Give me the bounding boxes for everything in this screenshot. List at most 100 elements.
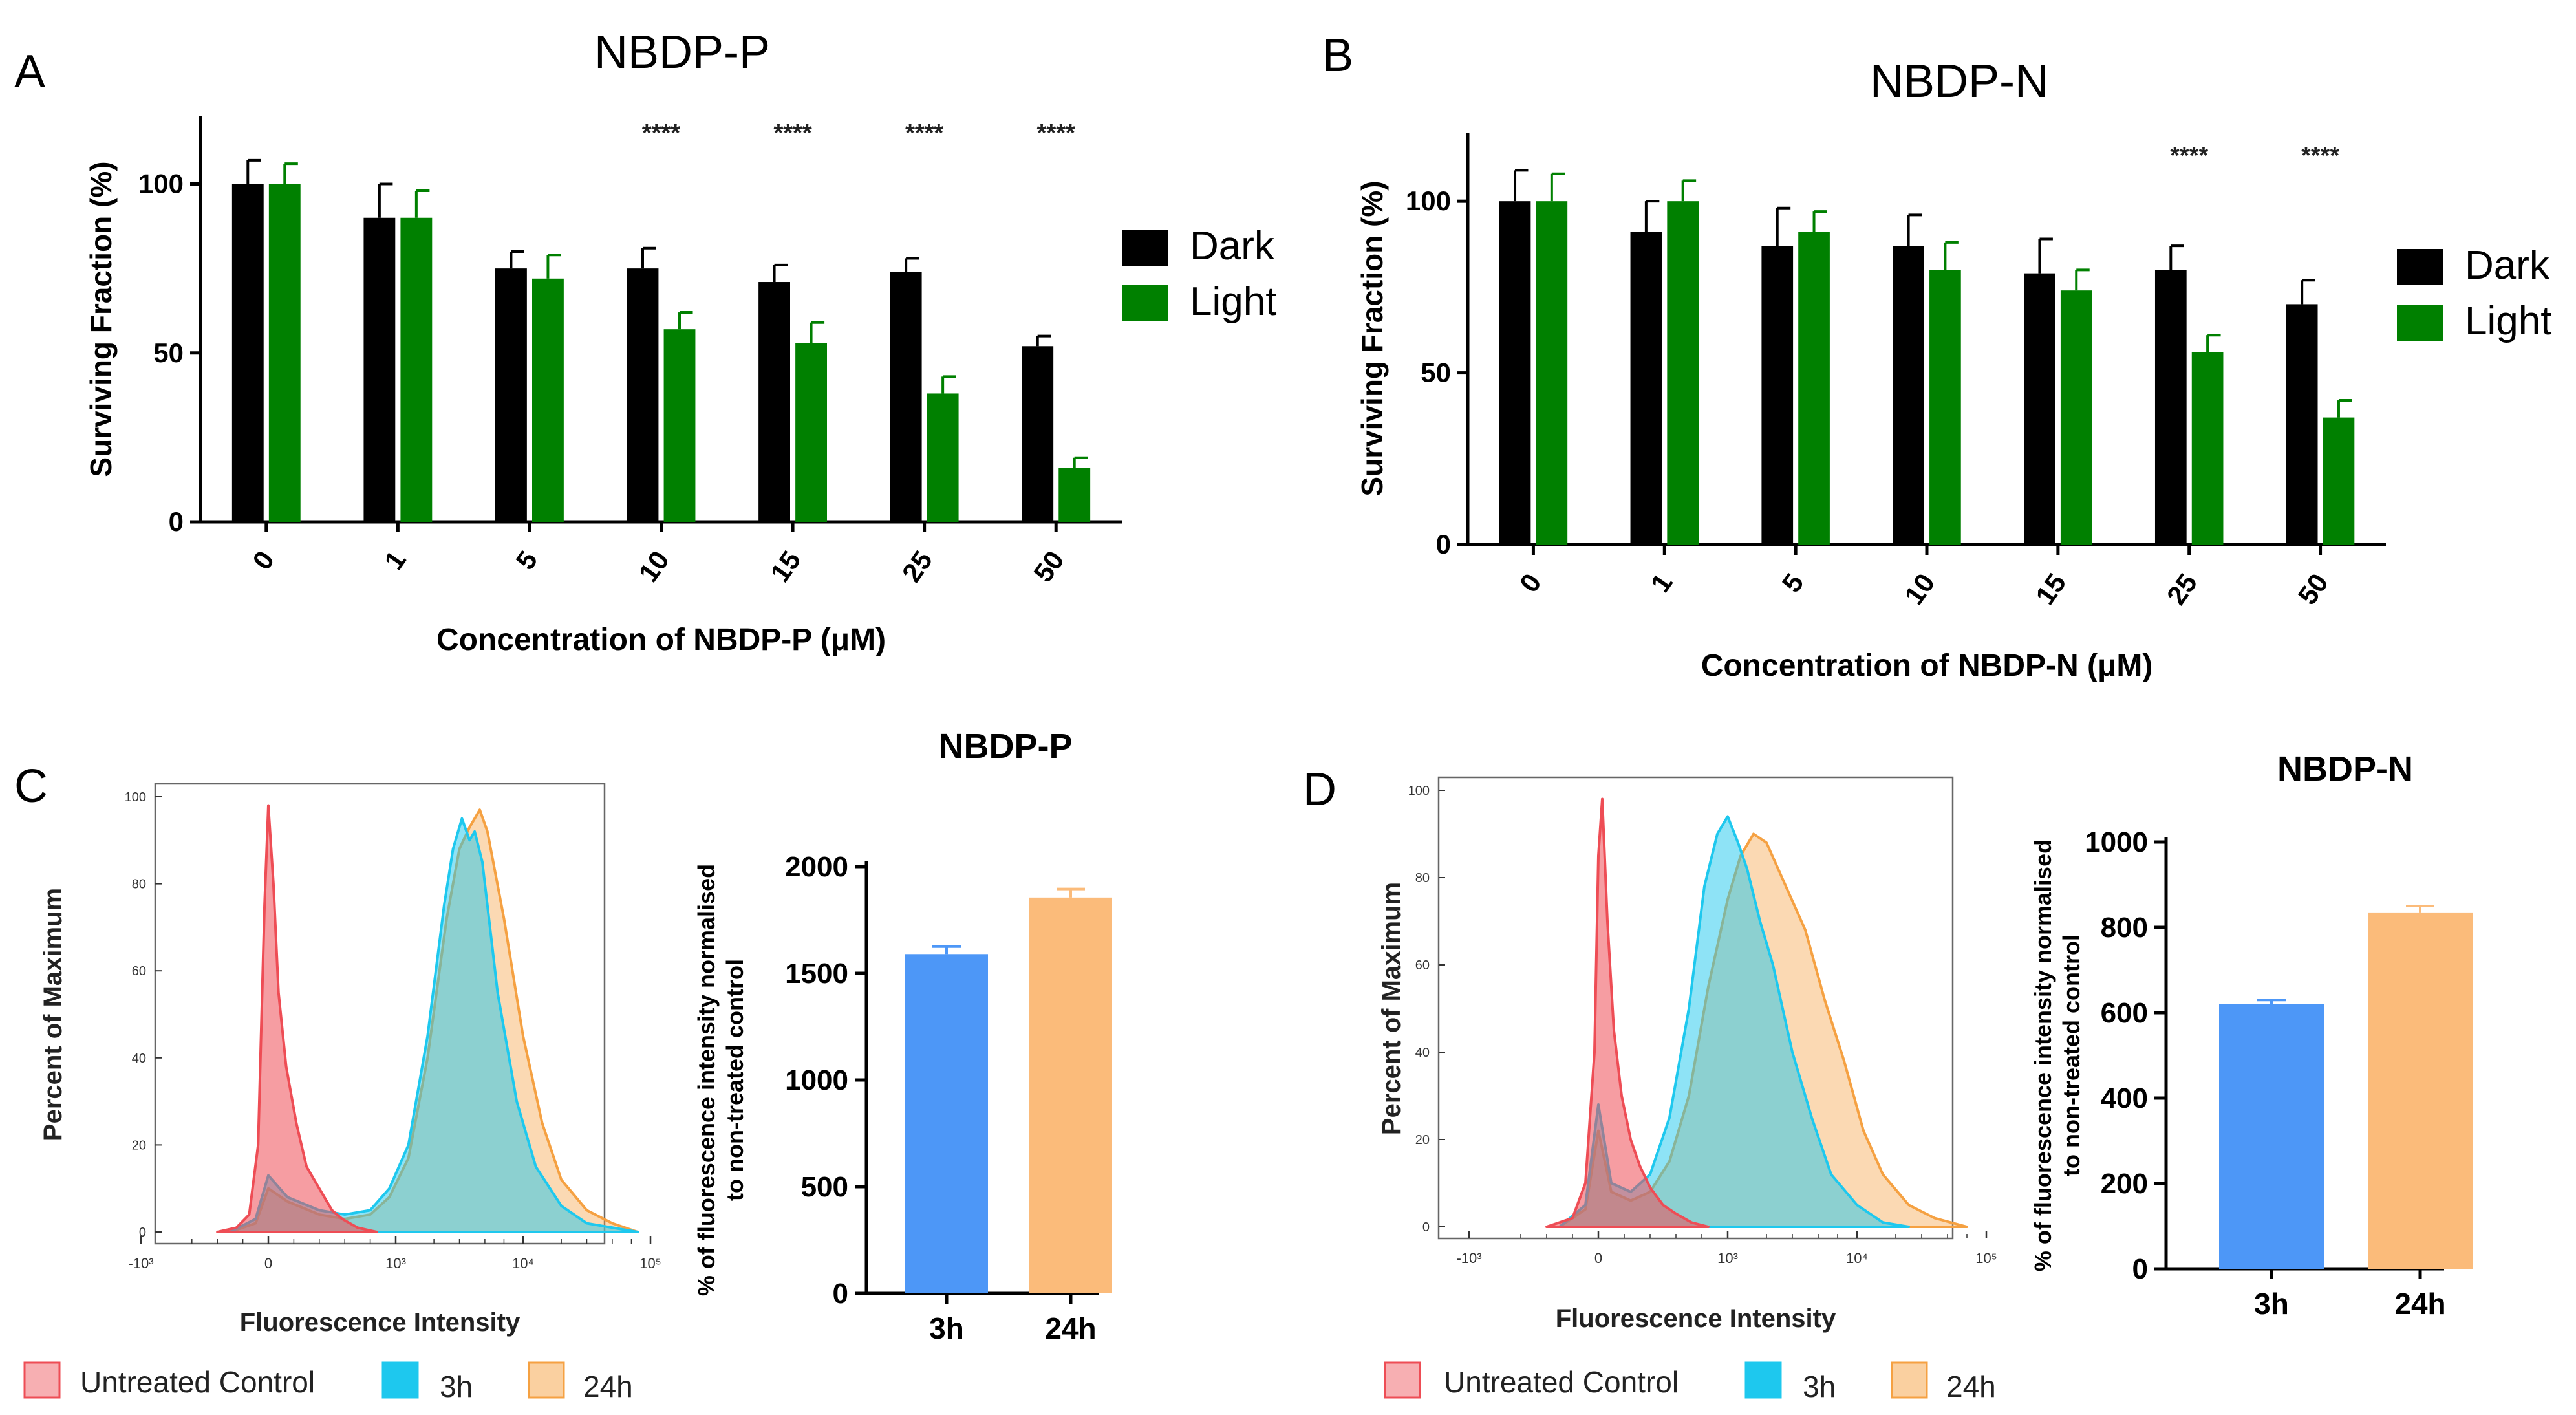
significance-marker: **** <box>2170 142 2208 169</box>
y-axis-label: % of fluorescence intensity normalised <box>2030 839 2056 1271</box>
bar-24h <box>1029 897 1112 1293</box>
x-tick-label: 10 <box>1898 568 1940 610</box>
bar-light-1 <box>1667 201 1699 545</box>
legend-swatch-24h <box>1891 1361 1928 1399</box>
bar-dark-0 <box>231 184 264 522</box>
x-axis-label: Concentration of NBDP-P (μM) <box>436 623 886 657</box>
bar-24h <box>2368 912 2473 1269</box>
bar-light-15 <box>2060 290 2092 545</box>
bar-light-1 <box>400 217 433 522</box>
y-axis-label: to non-treated control <box>722 959 748 1201</box>
x-tick-label: 10⁵ <box>639 1255 661 1271</box>
bar-dark-50 <box>2286 304 2318 545</box>
bar-light-50 <box>1058 468 1091 522</box>
histogram-legend-c: Untreated Control 3h 24h <box>23 1361 633 1403</box>
x-axis-label: Fluorescence Intensity <box>240 1308 521 1337</box>
x-tick-label: 50 <box>2292 568 2334 610</box>
x-axis-label: Concentration of NBDP-N (μM) <box>1701 649 2153 683</box>
bar-dark-10 <box>1893 246 1924 545</box>
bar-3h <box>2219 1004 2324 1269</box>
y-tick-label: 2000 <box>785 851 848 883</box>
y-tick-label: 100 <box>1406 186 1451 216</box>
x-tick-label: -10³ <box>128 1255 153 1271</box>
legend-label-untreated: Untreated Control <box>80 1365 315 1399</box>
bar-light-0 <box>1536 201 1568 545</box>
x-tick-label: -10³ <box>1456 1250 1481 1266</box>
y-tick-label: 0 <box>139 1226 146 1240</box>
y-tick-label: 100 <box>125 790 146 805</box>
x-tick-label: 10⁴ <box>512 1255 534 1271</box>
x-tick-label: 5 <box>510 545 543 575</box>
bar-light-5 <box>532 278 564 522</box>
significance-marker: **** <box>773 120 811 147</box>
y-tick-label: 100 <box>1408 784 1430 798</box>
y-tick-label: 200 <box>2101 1168 2148 1200</box>
x-tick-label: 3h <box>929 1312 964 1345</box>
bar-light-0 <box>268 184 301 522</box>
x-tick-label: 15 <box>2030 568 2072 610</box>
legend-label-light: Light <box>1190 279 1276 324</box>
bar-light-15 <box>795 343 827 522</box>
y-tick-label: 1500 <box>785 958 848 989</box>
legend-swatch-untreated <box>1384 1361 1421 1399</box>
histogram-untreated-control <box>1545 797 1710 1228</box>
chart-title: NBDP-N <box>2277 750 2413 788</box>
y-tick-label: 80 <box>1415 871 1430 885</box>
bar-3h <box>905 954 988 1293</box>
fluorescence-bar-chart-nbdp-p: NBDP-P 0 500 1000 1500 2000 % of fluorescence … <box>693 727 1112 1345</box>
x-tick-label: 1 <box>1645 568 1679 598</box>
bar-dark-25 <box>890 272 922 522</box>
bar-light-10 <box>663 329 696 522</box>
y-tick-label: 500 <box>801 1171 848 1203</box>
legend-label-3h: 3h <box>1803 1370 1836 1403</box>
x-axis-label: Fluorescence Intensity <box>1556 1304 1836 1333</box>
y-tick-label: 0 <box>1436 529 1451 559</box>
y-axis-label: to non-treated control <box>2058 934 2085 1176</box>
x-tick-label: 25 <box>896 545 938 587</box>
x-tick-label: 0 <box>1514 568 1547 598</box>
chart-title: NBDP-P <box>938 727 1072 766</box>
legend-label-3h: 3h <box>440 1370 473 1403</box>
x-tick-label: 3h <box>2254 1287 2289 1321</box>
significance-marker: **** <box>642 120 680 147</box>
legend-swatch-3h <box>381 1361 419 1399</box>
significance-marker: **** <box>2301 142 2339 169</box>
y-axis-label: Surviving Fraction (%) <box>84 161 118 477</box>
plot-frame <box>1437 776 1954 1240</box>
bar-dark-1 <box>363 217 396 522</box>
legend-label-24h: 24h <box>583 1370 633 1403</box>
x-tick-label: 15 <box>764 545 806 587</box>
x-tick-label: 10⁴ <box>1846 1250 1868 1266</box>
x-tick-label: 0 <box>1594 1250 1602 1266</box>
y-tick-label: 0 <box>833 1278 848 1310</box>
x-tick-label: 10³ <box>1717 1250 1738 1266</box>
bar-dark-1 <box>1630 232 1662 545</box>
chart-title: NBDP-N <box>1870 56 2048 107</box>
y-tick-label: 20 <box>132 1138 146 1152</box>
y-tick-label: 40 <box>1415 1046 1430 1060</box>
x-tick-label: 10³ <box>385 1255 406 1271</box>
bar-dark-10 <box>627 268 659 522</box>
histogram-untreated-control <box>216 804 378 1233</box>
bar-light-50 <box>2323 417 2355 545</box>
y-tick-label: 80 <box>132 878 146 892</box>
x-tick-label: 1 <box>378 545 412 575</box>
x-tick-label: 24h <box>2394 1287 2445 1321</box>
legend-label-light: Light <box>2465 299 2551 343</box>
legend-label-dark: Dark <box>1190 224 1275 268</box>
x-tick-label: 10 <box>633 545 675 587</box>
y-tick-label: 60 <box>1415 958 1430 973</box>
x-tick-label: 5 <box>1776 568 1810 598</box>
x-tick-label: 0 <box>264 1255 272 1271</box>
bar-light-5 <box>1798 232 1830 545</box>
panel-letter-a: A <box>14 46 45 98</box>
y-tick-label: 20 <box>1415 1133 1430 1147</box>
legend-swatch-light <box>2397 305 2443 341</box>
legend-label-untreated: Untreated Control <box>1444 1365 1679 1399</box>
y-tick-label: 600 <box>2101 997 2148 1029</box>
chart-title: NBDP-P <box>594 27 770 78</box>
histogram-legend-d: Untreated Control 3h 24h <box>1384 1361 1996 1403</box>
